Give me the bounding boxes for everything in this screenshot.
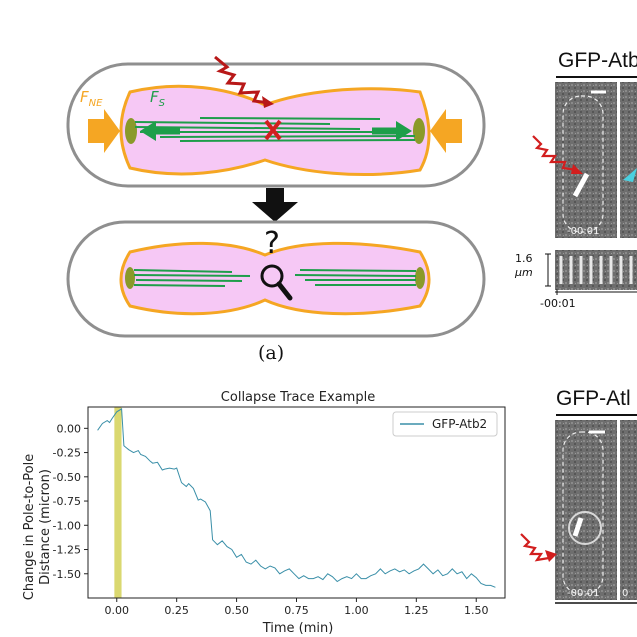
x-tick-label: 1.00 <box>344 604 369 617</box>
x-axis-label: Time (min) <box>262 621 334 636</box>
micrograph-frame-1 <box>555 82 617 238</box>
collapse-trace-chart: Collapse Trace Example 0.00 0.25 0.50 0.75 1… <box>22 390 506 636</box>
spindle-pole-body-right-top <box>413 118 425 144</box>
micro-bottom-title: GFP-Atl <box>556 387 631 410</box>
panel-a-label: (a) <box>258 342 285 364</box>
micro-top-title: GFP-Atb <box>558 49 637 72</box>
cell-dashed-outline <box>562 95 604 233</box>
spindle-pole-body-right-bottom <box>415 267 425 289</box>
y-tick-label: -1.50 <box>53 568 81 581</box>
magnifier-icon <box>260 264 293 301</box>
trace-line-gfp-atb2 <box>97 408 496 588</box>
question-mark: ? <box>264 226 280 261</box>
highlight-band <box>114 407 122 598</box>
y-tick-label: -0.50 <box>53 471 81 484</box>
chart-title: Collapse Trace Example <box>221 390 375 405</box>
force-ne-arrow-left <box>88 109 120 153</box>
x-tick-label: 1.50 <box>464 604 489 617</box>
spindle-schematic: FNE FS ? <box>66 55 486 338</box>
laser-wave-icon-micro <box>532 135 578 172</box>
cyan-arrow-icon <box>623 168 637 182</box>
ablation-mark-icon <box>264 119 282 141</box>
micro-top-timestamp: -00:01 <box>567 226 599 237</box>
nucleus-bottom <box>119 241 431 316</box>
micro-top-title-underline <box>556 76 637 78</box>
microtubule-fragments-right <box>294 269 417 286</box>
force-ne-label: FNE <box>80 88 103 109</box>
cell-dashed-outline-bottom <box>562 431 604 595</box>
y-tick-label: 0.00 <box>57 422 82 435</box>
y-tick-label: -1.25 <box>53 544 81 557</box>
x-tick-label: 0.25 <box>164 604 189 617</box>
kymo-time-label: -00:01 <box>540 297 576 310</box>
transition-arrow-icon <box>252 188 298 222</box>
laser-wave-icon <box>214 55 271 105</box>
y-axis: 0.00 -0.25 -0.50 -0.75 -1.00 -1.25 -1.50 <box>53 422 88 581</box>
y-tick-label: -0.25 <box>53 447 81 460</box>
laser-wave-icon-bottom <box>520 533 550 562</box>
micro-top-images: -00:01 <box>532 82 637 295</box>
y-tick-label: -1.00 <box>53 519 81 532</box>
nucleus-signal <box>568 511 602 545</box>
x-tick-label: 0.50 <box>224 604 249 617</box>
x-tick-label: 1.25 <box>404 604 429 617</box>
force-s-label: FS <box>150 88 166 109</box>
micrograph-frame-2 <box>620 82 637 238</box>
kymo-scale-unit: μm <box>515 266 533 279</box>
micro-bottom-images: -00:01 0 <box>520 420 637 604</box>
spindle-pole-body-left-bottom <box>125 267 135 289</box>
micrograph-bottom-frame-1 <box>555 420 617 600</box>
y-axis-label-line-2: Distance (micron) <box>38 469 53 585</box>
spindle-signal <box>572 172 590 198</box>
force-ne-arrow-right <box>430 109 462 153</box>
microtubule-fragments-left <box>133 269 251 287</box>
micrograph-bottom-frame-2 <box>620 420 637 600</box>
microtubule-bundle-top <box>134 117 416 142</box>
kymograph <box>555 250 637 290</box>
micro-bottom-title-underline <box>556 414 637 416</box>
x-tick-label: 0.75 <box>284 604 309 617</box>
micro-bottom-timestamp-2: 0 <box>622 588 628 599</box>
legend: GFP-Atb2 <box>392 411 498 437</box>
legend-label: GFP-Atb2 <box>432 417 487 431</box>
kymo-scale-label: 1.6 <box>515 252 533 265</box>
x-axis: 0.00 0.25 0.50 0.75 1.00 1.25 1.50 <box>105 598 489 617</box>
x-tick-label: 0.00 <box>105 604 130 617</box>
y-axis-label-line-1: Change in Pole-to-Pole <box>22 454 37 600</box>
kymograph-stripes <box>559 256 633 284</box>
spindle-signal-bottom <box>572 517 584 537</box>
spindle-pole-body-left-top <box>125 118 137 144</box>
y-tick-label: -0.75 <box>53 495 81 508</box>
micro-bottom-timestamp: -00:01 <box>567 588 599 599</box>
